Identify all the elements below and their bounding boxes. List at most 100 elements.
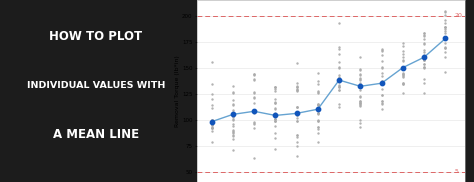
Point — [442, 10, 449, 13]
Point — [356, 102, 364, 104]
Point — [335, 48, 343, 51]
Point — [356, 103, 364, 106]
Point — [356, 102, 364, 104]
Point — [420, 78, 428, 81]
Point — [420, 58, 428, 61]
Point — [378, 72, 385, 74]
Point — [378, 75, 385, 78]
Point — [399, 92, 407, 95]
Point — [229, 98, 237, 101]
Point — [208, 93, 215, 96]
Point — [335, 81, 343, 84]
Point — [399, 56, 407, 59]
Point — [356, 96, 364, 99]
Point — [293, 84, 301, 87]
Point — [442, 36, 449, 39]
Point — [314, 82, 322, 85]
Point — [314, 102, 322, 105]
Point — [314, 103, 322, 106]
Point — [293, 110, 301, 113]
Point — [229, 113, 237, 116]
Point — [442, 46, 449, 49]
Point — [229, 118, 237, 121]
Point — [335, 66, 343, 69]
Point — [293, 61, 301, 64]
Point — [378, 94, 385, 97]
Point — [272, 136, 279, 139]
Point — [250, 79, 258, 82]
Point — [293, 113, 301, 116]
Point — [229, 111, 237, 114]
Point — [229, 112, 237, 115]
Point — [356, 122, 364, 125]
Point — [314, 79, 322, 82]
Point — [442, 11, 449, 14]
Y-axis label: Removal Torque (lb*in): Removal Torque (lb*in) — [175, 55, 180, 127]
Point — [229, 102, 237, 105]
Point — [208, 129, 215, 132]
Point — [293, 136, 301, 139]
Point — [229, 114, 237, 117]
Point — [208, 104, 215, 107]
Point — [272, 118, 279, 121]
Point — [208, 126, 215, 129]
Point — [356, 125, 364, 128]
Point — [293, 89, 301, 92]
Point — [208, 123, 215, 126]
Point — [208, 97, 215, 100]
Point — [293, 86, 301, 89]
Point — [399, 81, 407, 84]
Point — [314, 131, 322, 134]
Point — [335, 73, 343, 76]
Point — [356, 78, 364, 81]
Point — [293, 116, 301, 119]
Point — [420, 48, 428, 51]
Point — [293, 86, 301, 89]
Point — [420, 32, 428, 35]
Point — [229, 85, 237, 88]
Point — [335, 88, 343, 91]
Point — [420, 58, 428, 61]
Point — [314, 128, 322, 130]
Point — [378, 67, 385, 70]
Point — [314, 140, 322, 143]
Point — [314, 112, 322, 115]
Point — [399, 68, 407, 71]
Point — [335, 53, 343, 56]
Point — [399, 75, 407, 78]
Point — [314, 90, 322, 93]
Point — [356, 79, 364, 82]
Point — [442, 37, 449, 40]
Point — [272, 118, 279, 120]
Point — [250, 111, 258, 114]
Point — [272, 86, 279, 89]
Point — [356, 94, 364, 97]
Point — [442, 31, 449, 34]
Point — [420, 67, 428, 70]
Point — [420, 66, 428, 68]
Point — [378, 88, 385, 91]
Point — [250, 97, 258, 100]
Point — [293, 106, 301, 109]
Point — [208, 122, 215, 125]
Point — [208, 106, 215, 109]
Point — [250, 72, 258, 75]
Point — [314, 108, 322, 111]
Point — [229, 137, 237, 140]
Point — [272, 114, 279, 117]
Point — [293, 134, 301, 137]
Point — [314, 125, 322, 128]
Point — [356, 76, 364, 79]
Point — [272, 102, 279, 105]
Point — [442, 51, 449, 54]
Point — [208, 118, 215, 121]
Point — [378, 49, 385, 52]
Point — [250, 109, 258, 112]
Point — [420, 66, 428, 68]
Point — [208, 126, 215, 128]
Point — [293, 112, 301, 114]
Point — [314, 111, 322, 114]
Point — [399, 83, 407, 86]
Point — [420, 42, 428, 45]
Point — [229, 134, 237, 137]
